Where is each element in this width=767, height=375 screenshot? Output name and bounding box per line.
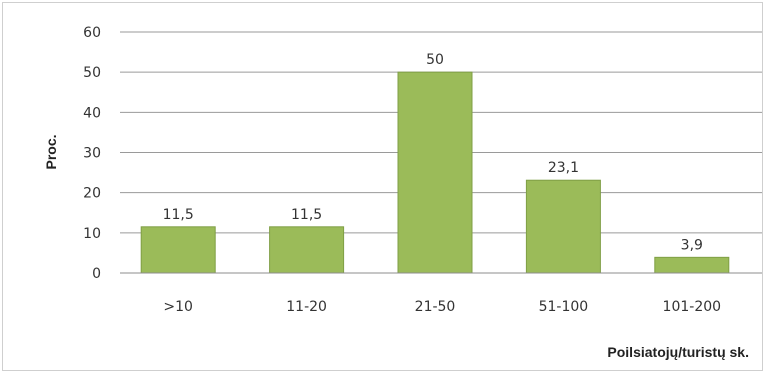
x-tick-label: 21-50 (415, 299, 456, 315)
y-axis-title: Proc. (43, 134, 59, 169)
data-label: 23,1 (548, 160, 579, 176)
data-labels: 11,5 11,5 50 23,1 3,9 (163, 52, 703, 253)
y-tick-label: 10 (83, 226, 101, 242)
data-label: 50 (426, 52, 444, 68)
x-axis-title: Poilsiatojų/turistų sk. (607, 344, 749, 360)
y-tick-label: 20 (83, 186, 101, 202)
y-tick-label: 30 (83, 146, 101, 162)
bar (525, 179, 601, 274)
y-tick-labels: 0 10 20 30 40 50 60 (83, 25, 101, 282)
data-label: 11,5 (291, 207, 322, 223)
x-tick-labels: >10 11-20 21-50 51-100 101-200 (163, 299, 721, 315)
bar (654, 256, 730, 274)
y-tick-label: 40 (83, 105, 101, 121)
data-label: 3,9 (681, 237, 703, 253)
x-tick-label: >10 (163, 299, 193, 315)
bar (269, 226, 345, 274)
y-tick-label: 60 (83, 25, 101, 41)
x-tick-label: 11-20 (286, 299, 327, 315)
bar (397, 71, 473, 274)
x-tick-label: 51-100 (539, 299, 589, 315)
bar (140, 226, 216, 274)
chart-frame (2, 2, 763, 371)
data-label: 11,5 (163, 207, 194, 223)
y-tick-label: 0 (92, 266, 101, 282)
x-tick-label: 101-200 (663, 299, 722, 315)
bars (140, 71, 730, 274)
y-tick-label: 50 (83, 65, 101, 81)
